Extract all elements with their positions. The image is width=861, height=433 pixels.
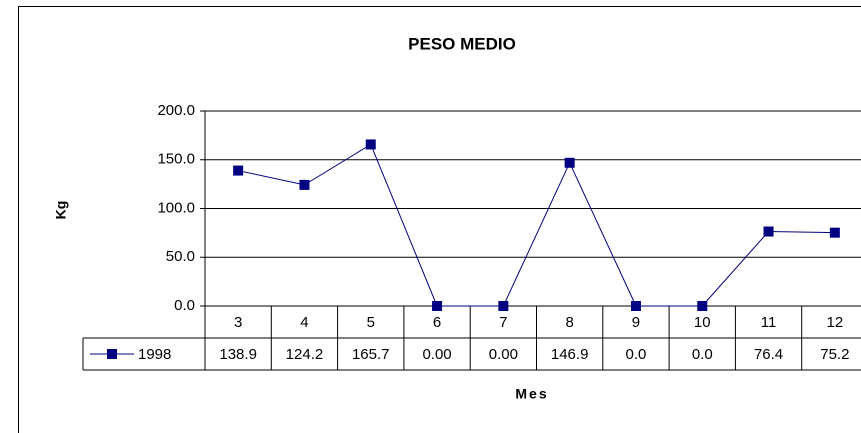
data-point: [630, 301, 641, 311]
y-tick-label: 0.0: [174, 297, 195, 314]
y-tick-label: 100.0: [157, 199, 195, 216]
x-tick-label: 10: [694, 314, 711, 331]
x-tick-label: 6: [433, 314, 441, 331]
data-label: 146.9: [551, 346, 589, 363]
chart-border: [18, 6, 861, 433]
y-tick-label: 50.0: [166, 248, 195, 265]
legend-marker: [107, 349, 117, 359]
series-line: [238, 143, 835, 307]
data-label: 0.00: [422, 346, 451, 363]
data-label: 76.4: [754, 346, 783, 363]
x-axis-title: Mes: [515, 386, 548, 402]
data-point: [233, 165, 244, 176]
data-point: [432, 301, 443, 311]
y-axis-title: Kg: [53, 201, 69, 220]
data-point: [564, 157, 575, 168]
data-label: 75.2: [820, 346, 849, 363]
x-tick-label: 4: [300, 314, 308, 331]
data-point: [365, 139, 376, 150]
data-point: [829, 227, 840, 238]
chart-title: PESO MEDIO: [408, 34, 516, 53]
x-tick-label: 8: [565, 314, 573, 331]
data-point: [299, 179, 310, 190]
x-tick-label: 12: [827, 314, 844, 331]
y-tick-label: 150.0: [157, 151, 195, 168]
data-label: 165.7: [352, 346, 390, 363]
y-tick-label: 200.0: [157, 102, 195, 119]
x-tick-label: 3: [234, 314, 242, 331]
data-point: [697, 301, 708, 311]
x-tick-label: 7: [499, 314, 507, 331]
data-point: [498, 301, 509, 311]
data-label: 0.0: [626, 346, 647, 363]
legend-label: 1998: [138, 346, 171, 363]
x-tick-label: 11: [761, 314, 777, 331]
data-label: 0.00: [489, 346, 518, 363]
data-label: 138.9: [219, 346, 257, 363]
x-tick-label: 5: [367, 314, 375, 331]
data-label: 0.0: [692, 346, 713, 363]
x-tick-label: 9: [632, 314, 640, 331]
data-point: [763, 226, 774, 237]
data-label: 124.2: [286, 346, 324, 363]
